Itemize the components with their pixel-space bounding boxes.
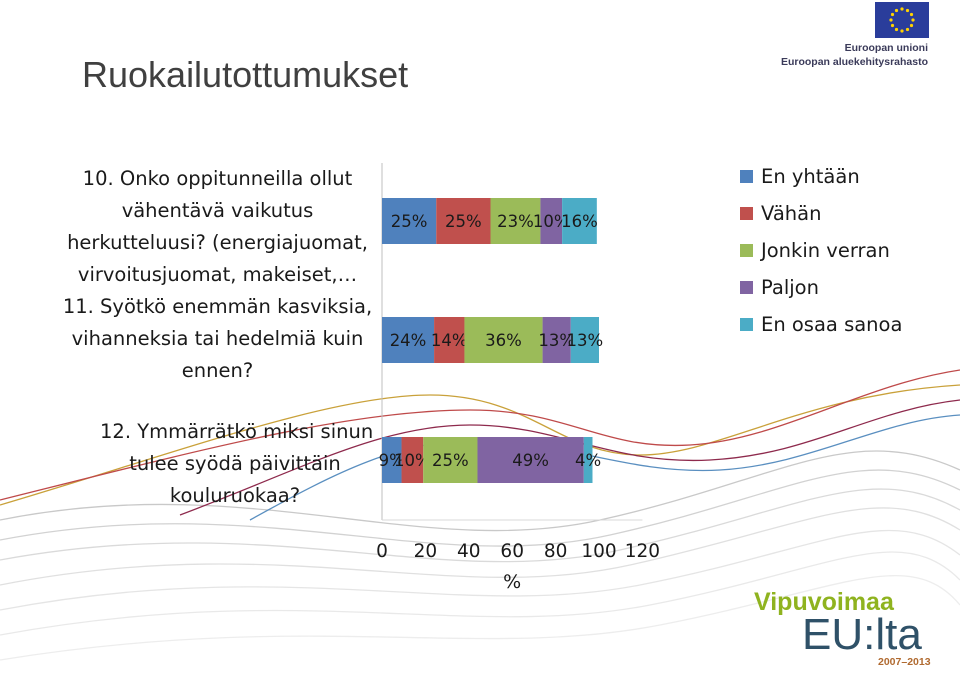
legend-label: En yhtään (761, 165, 860, 188)
bar-segment (540, 198, 563, 244)
data-label: 49% (512, 451, 549, 470)
x-tick-label: 40 (457, 541, 481, 562)
question-line: tulee syödä päivittäin (129, 452, 341, 475)
chart-legend: En yhtään Vähän Jonkin verran Paljon En … (740, 158, 902, 343)
bar-segment (382, 317, 435, 363)
legend-item: En osaa sanoa (740, 306, 902, 343)
data-label: 25% (432, 451, 469, 470)
x-tick-label: 60 (500, 541, 524, 562)
bar-segment (542, 317, 571, 363)
legend-label: En osaa sanoa (761, 313, 903, 336)
question-12-label: 12. Ymmärrätkö miksi sinun tulee syödä p… (100, 416, 374, 512)
data-label: 13% (567, 331, 604, 350)
data-label: 25% (445, 212, 482, 231)
bar-segment (382, 198, 437, 244)
question-line: vihanneksia tai hedelmiä kuin (71, 327, 364, 350)
data-label: 24% (390, 331, 427, 350)
legend-label: Vähän (761, 202, 822, 225)
question-11-label: 11. Syötkö enemmän kasviksia, vihanneksi… (50, 291, 385, 387)
question-line: 12. Ymmärrätkö miksi sinun (100, 420, 374, 443)
bar-segment (570, 317, 599, 363)
bar-segment (436, 198, 491, 244)
eu-logo-text: Euroopan unioni (844, 42, 928, 54)
eu-logo-text: Euroopan aluekehitysrahasto (780, 56, 928, 68)
bar-segment (464, 317, 543, 363)
question-line: vähentävä vaikutus (121, 199, 314, 222)
legend-swatch (740, 244, 753, 257)
vipu-logo-text: EU:lta (802, 610, 922, 659)
bar-segment (562, 198, 597, 244)
x-tick-label: 120 (625, 541, 660, 562)
bar-segment (423, 437, 478, 483)
legend-item: Paljon (740, 269, 902, 306)
bar-segment (434, 317, 465, 363)
data-label: 25% (391, 212, 428, 231)
data-label: 36% (485, 331, 522, 350)
data-label: 4% (575, 451, 601, 470)
legend-label: Jonkin verran (761, 239, 890, 262)
legend-swatch (740, 318, 753, 331)
legend-swatch (740, 281, 753, 294)
vipuvoimaa-logo: Vipuvoimaa EU:lta 2007–2013 (750, 588, 950, 678)
bar-segment (401, 437, 424, 483)
data-label: 16% (561, 212, 598, 231)
question-line: kouluruokaa? (169, 484, 301, 507)
legend-item: En yhtään (740, 158, 902, 195)
data-label: 9% (379, 451, 405, 470)
vipu-logo-text: Vipuvoimaa (754, 588, 894, 616)
slide-title: Ruokailutottumukset (82, 54, 409, 95)
question-line: 11. Syötkö enemmän kasviksia, (62, 295, 373, 318)
bar-segment (477, 437, 584, 483)
bar-segment (490, 198, 541, 244)
x-tick-label: 80 (544, 541, 568, 562)
data-label: 23% (497, 212, 534, 231)
data-label: 13% (538, 331, 575, 350)
data-label: 14% (431, 331, 468, 350)
data-label: 10% (394, 451, 431, 470)
bar-segment (382, 437, 402, 483)
x-axis-title: % (503, 571, 521, 593)
data-label: 10% (533, 212, 570, 231)
eu-logo: Euroopan unioni Euroopan aluekehitysraha… (781, 2, 940, 72)
vipu-logo-years: 2007–2013 (878, 656, 931, 668)
eu-flag-icon (875, 2, 929, 38)
bar-segment (583, 437, 593, 483)
x-tick-label: 100 (581, 541, 616, 562)
question-line: virvoitusjuomat, makeiset,… (77, 263, 358, 286)
legend-item: Jonkin verran (740, 232, 902, 269)
legend-swatch (740, 170, 753, 183)
question-line: 10. Onko oppitunneilla ollut (82, 167, 353, 190)
legend-item: Vähän (740, 195, 902, 232)
question-10-label: 10. Onko oppitunneilla ollut vähentävä v… (50, 163, 385, 291)
question-line: ennen? (181, 359, 254, 382)
x-tick-label: 0 (376, 541, 388, 562)
question-line: herkutteluusi? (energiajuomat, (67, 231, 368, 254)
legend-swatch (740, 207, 753, 220)
legend-label: Paljon (761, 276, 819, 299)
x-tick-label: 20 (414, 541, 438, 562)
